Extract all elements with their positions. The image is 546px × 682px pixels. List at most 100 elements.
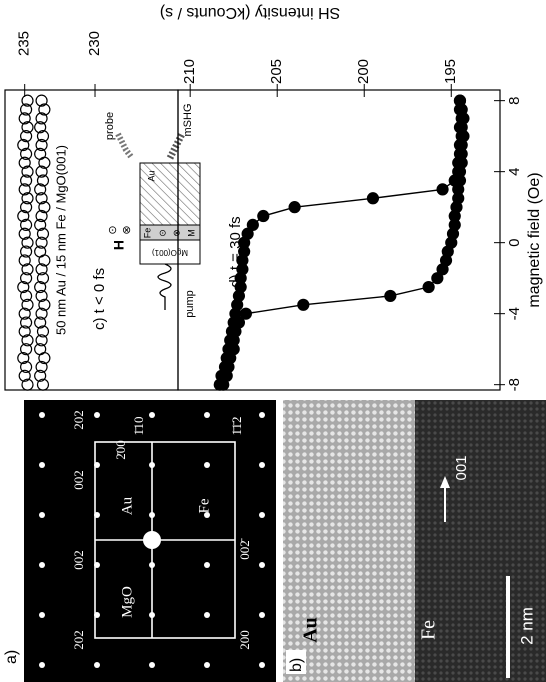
data-point xyxy=(431,272,444,285)
data-point xyxy=(35,112,48,125)
data-point xyxy=(34,316,47,329)
data-point xyxy=(21,334,34,347)
data-point xyxy=(21,298,34,311)
plot-frame xyxy=(177,89,501,391)
data-point xyxy=(34,369,47,382)
y-tick-label: 210 xyxy=(181,59,198,84)
data-point xyxy=(34,343,47,356)
probe-label: probe xyxy=(104,112,116,140)
pump-label: pump xyxy=(184,290,196,318)
x-tick-label: -8 xyxy=(506,378,523,391)
data-point xyxy=(35,236,48,249)
central-spot xyxy=(143,531,161,549)
data-point xyxy=(257,209,270,223)
spot xyxy=(259,462,265,468)
y-axis-label: SH intensity (kCounts / s) xyxy=(160,4,341,21)
data-point xyxy=(35,307,48,320)
spot xyxy=(39,412,45,418)
data-point xyxy=(19,343,33,356)
tem-au xyxy=(283,400,415,682)
data-point xyxy=(36,378,50,391)
series-line xyxy=(219,100,463,385)
data-point xyxy=(19,201,33,214)
au-label: Au xyxy=(146,170,156,181)
y-tick-label: 205 xyxy=(268,59,285,84)
data-point xyxy=(36,174,50,187)
data-point xyxy=(36,227,50,240)
data-point xyxy=(21,192,34,205)
data-point xyxy=(17,280,30,294)
data-point xyxy=(35,192,48,205)
tem-fe xyxy=(415,400,546,682)
data-point xyxy=(38,103,51,116)
index-label: 2̄00 xyxy=(113,440,128,460)
y-tick-label: 235 xyxy=(16,31,33,56)
field-symbol: ⊗ xyxy=(121,225,133,234)
spot xyxy=(204,512,210,518)
data-point xyxy=(366,192,380,205)
data-point xyxy=(36,325,50,338)
data-point xyxy=(21,236,34,249)
data-point xyxy=(17,138,30,152)
data-point xyxy=(35,165,48,178)
data-point xyxy=(19,272,33,285)
index-label: 1̄1̄2 xyxy=(229,416,244,435)
data-point xyxy=(19,316,33,329)
sample-label: 50 nm Au / 15 nm Fe / MgO(001) xyxy=(53,145,68,335)
spot xyxy=(94,412,100,418)
data-point xyxy=(34,245,47,258)
data-point xyxy=(297,298,310,311)
index-label: 202 xyxy=(71,630,86,650)
layer-label: Au xyxy=(300,617,322,643)
spot xyxy=(259,662,265,668)
spot xyxy=(204,562,210,568)
index-label: 1̄10 xyxy=(131,416,146,435)
spot xyxy=(259,512,265,518)
fe-row-label: Fe xyxy=(142,228,152,239)
data-point xyxy=(19,103,33,116)
spot xyxy=(259,612,265,618)
spot xyxy=(39,512,45,518)
data-point xyxy=(422,280,435,294)
index-label: 202 xyxy=(71,410,86,430)
shg-wave xyxy=(166,132,186,160)
fe-row-label: ⊗ xyxy=(171,229,181,237)
data-point xyxy=(35,263,48,276)
index-label: 002 xyxy=(71,470,86,490)
spot xyxy=(259,412,265,418)
x-tick-label: 4 xyxy=(506,167,523,175)
data-point xyxy=(35,360,48,374)
fe-row-label: M xyxy=(186,229,196,237)
data-point xyxy=(19,130,33,143)
data-point xyxy=(384,289,397,303)
spot xyxy=(39,462,45,468)
data-point xyxy=(19,174,33,187)
data-point xyxy=(19,147,33,161)
panel-label: a) xyxy=(3,650,20,664)
data-point xyxy=(21,94,34,107)
data-point xyxy=(246,218,259,232)
spot xyxy=(149,412,155,418)
y-tick-label: 195 xyxy=(442,59,459,84)
data-point xyxy=(18,307,31,320)
spot xyxy=(39,612,45,618)
layer-label: Fe xyxy=(418,620,440,640)
spot xyxy=(39,662,45,668)
pump-wave xyxy=(157,263,172,310)
x-tick-label: 0 xyxy=(506,238,523,246)
data-point xyxy=(241,227,254,240)
data-point xyxy=(34,147,47,161)
data-point xyxy=(19,218,33,232)
data-point xyxy=(19,289,33,303)
data-point xyxy=(38,201,51,214)
spot xyxy=(94,662,100,668)
substrate-label: MgO(001) xyxy=(152,248,188,257)
series-line xyxy=(222,100,465,385)
data-point xyxy=(18,325,31,338)
x-tick-label: -4 xyxy=(506,307,523,320)
data-point xyxy=(35,289,48,303)
data-point xyxy=(288,201,301,214)
data-point xyxy=(35,209,48,223)
data-point xyxy=(35,94,48,107)
